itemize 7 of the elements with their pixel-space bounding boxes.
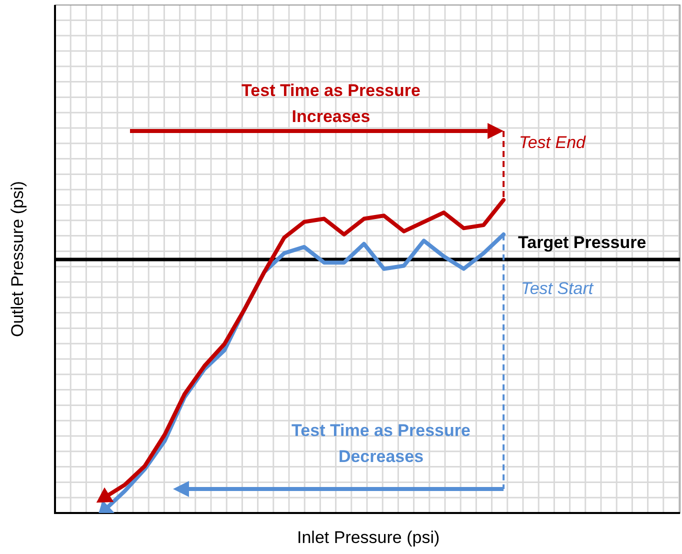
x-axis-title: Inlet Pressure (psi) [297, 528, 440, 548]
text: Test End [519, 133, 586, 153]
annotation: Test Time as Pressure Decreases [290, 420, 472, 468]
y-axis-title: Outlet Pressure (psi) [8, 181, 28, 337]
text: Test Time as Pressure Increases [240, 80, 422, 128]
text: Test Start [521, 279, 594, 299]
ref-line-label: Target Pressure [518, 233, 646, 254]
